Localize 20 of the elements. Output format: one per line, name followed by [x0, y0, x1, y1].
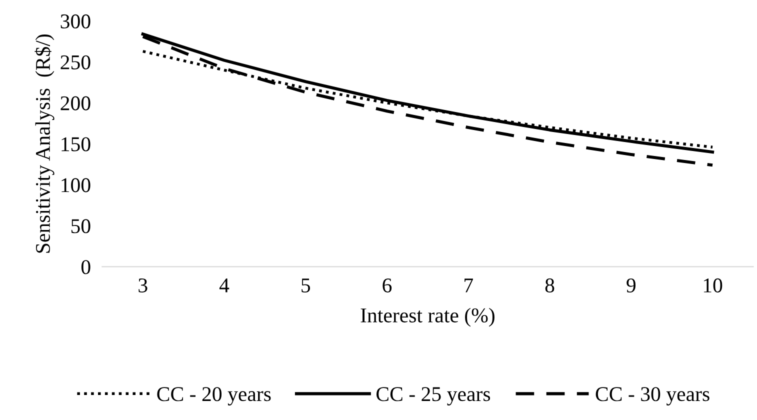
legend-label: CC - 25 years [376, 387, 490, 406]
legend-label: CC - 20 years [157, 387, 271, 406]
x-tick-label: 10 [704, 278, 722, 292]
y-tick-label: 200 [60, 96, 90, 110]
y-axis-title: Sensitivity Analysis (R$/) [34, 34, 54, 253]
x-tick-label: 5 [302, 278, 310, 292]
x-tick-label: 7 [464, 278, 474, 292]
y-tick-label: 100 [62, 178, 90, 192]
y-tick-label: 300 [60, 14, 90, 28]
x-tick-label: 9 [626, 278, 636, 292]
y-tick-label: 150 [62, 137, 90, 152]
y-tick-label: 0 [81, 260, 90, 274]
x-axis-title: Interest rate (%) [360, 308, 494, 327]
legend-label: CC - 30 years [596, 387, 710, 406]
x-tick-label: 4 [219, 278, 230, 292]
x-tick-label: 3 [138, 278, 148, 292]
x-tick-label: 8 [545, 278, 554, 292]
x-tick-label: 6 [382, 278, 392, 292]
y-tick-label: 250 [60, 55, 90, 70]
y-tick-label: 50 [71, 219, 90, 234]
